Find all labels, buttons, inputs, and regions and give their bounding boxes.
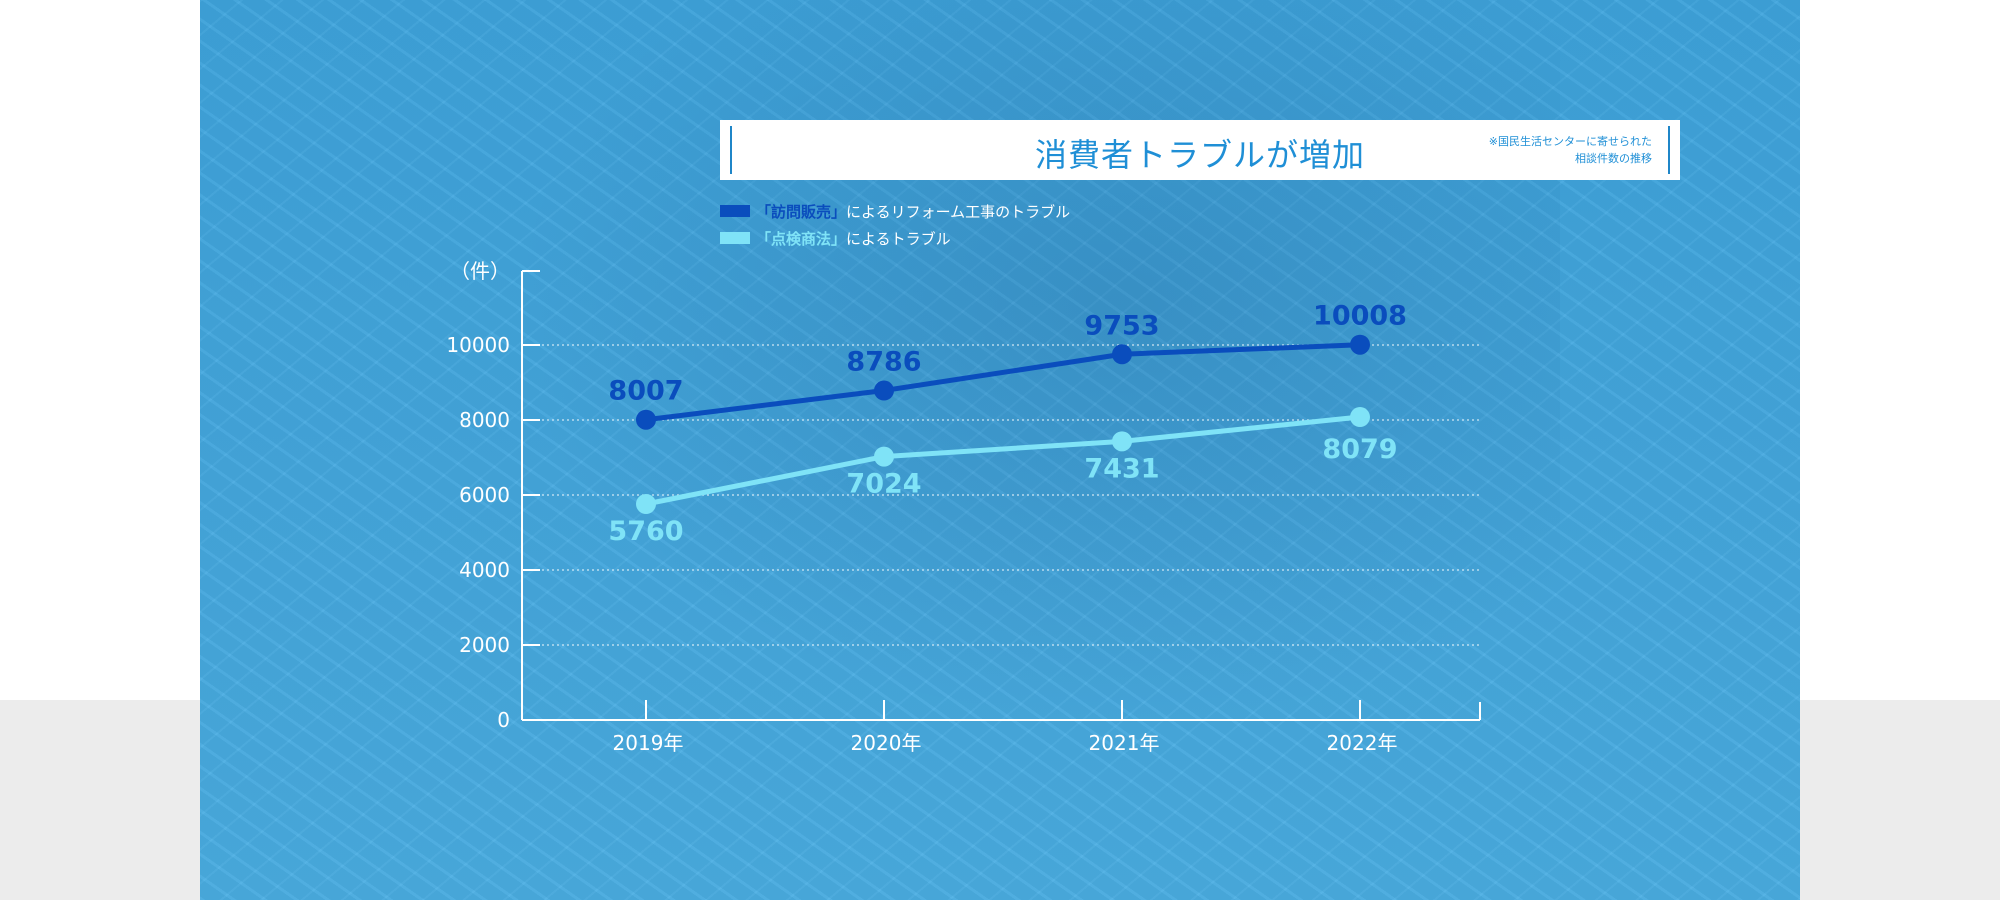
title-box: 消費者トラブルが増加 ※国民生活センターに寄せられた 相談件数の推移 <box>720 120 1680 180</box>
legend-swatch-light <box>720 232 750 244</box>
data-point <box>636 409 656 430</box>
data-point <box>874 380 894 401</box>
legend-label: によるトラブル <box>846 229 951 248</box>
series-line-visit-sales <box>645 342 1361 423</box>
x-tick-label: 2021年 <box>1089 731 1160 755</box>
data-label: 5760 <box>608 516 683 547</box>
data-point <box>1350 334 1370 355</box>
x-tick-label: 2019年 <box>613 731 684 755</box>
source-note-line-2: 相談件数の推移 <box>1575 152 1652 165</box>
y-tick-label: 2000 <box>459 633 510 657</box>
source-note-line-1: ※国民生活センターに寄せられた <box>1488 135 1652 148</box>
legend-item-inspection-sales: 「点検商法」 によるトラブル <box>720 227 951 249</box>
y-tick-label: 10000 <box>446 333 510 357</box>
y-tick-label: 6000 <box>459 483 510 507</box>
title-right-bar <box>1668 126 1670 174</box>
title-left-bar <box>730 126 732 174</box>
legend-quote: 「訪問販売」 <box>756 202 847 221</box>
data-label: 9753 <box>1084 310 1159 341</box>
chart-panel: 消費者トラブルが増加 ※国民生活センターに寄せられた 相談件数の推移 「訪問販売… <box>200 0 1800 900</box>
series-line-inspection-sales <box>645 414 1361 507</box>
legend-swatch-dark <box>720 205 750 217</box>
source-note: ※国民生活センターに寄せられた 相談件数の推移 <box>1432 133 1652 167</box>
legend-quote: 「点検商法」 <box>756 229 847 248</box>
data-label: 10008 <box>1313 301 1407 332</box>
chart-title: 消費者トラブルが増加 <box>1034 136 1365 174</box>
data-point <box>1112 431 1132 452</box>
x-tick-label: 2020年 <box>851 731 922 755</box>
legend-label: によるリフォーム工事のトラブル <box>846 202 1071 221</box>
data-label: 8786 <box>846 347 921 378</box>
data-point <box>1112 344 1132 365</box>
data-point <box>1350 407 1370 428</box>
y-axis-unit: （件） <box>450 259 510 283</box>
legend-item-visit-sales: 「訪問販売」 によるリフォーム工事のトラブル <box>720 200 1070 222</box>
data-label: 7431 <box>1084 453 1159 484</box>
x-tick-label: 2022年 <box>1327 731 1398 755</box>
y-tick-label: 0 <box>497 708 510 732</box>
y-tick-label: 8000 <box>459 408 510 432</box>
data-label: 8079 <box>1322 434 1397 465</box>
data-label: 8007 <box>608 376 683 407</box>
line-chart: 0 2000 4000 6000 8000 10000 （件） 2019年 2020年 2021年… <box>446 259 1481 755</box>
data-point <box>874 446 894 467</box>
data-label: 7024 <box>846 469 921 500</box>
data-point <box>636 494 656 514</box>
y-tick-label: 4000 <box>459 558 510 582</box>
